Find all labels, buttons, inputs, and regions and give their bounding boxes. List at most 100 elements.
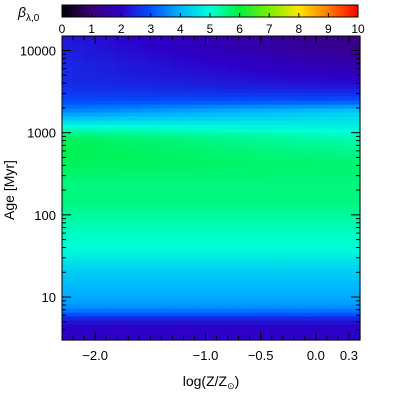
heatmap-cell: [106, 288, 118, 293]
heatmap-cell: [271, 212, 284, 217]
heatmap-cell: [337, 156, 350, 161]
heatmap-cell: [95, 144, 107, 149]
heatmap-cell: [106, 136, 118, 141]
heatmap-cell: [62, 44, 74, 49]
heatmap-cell: [84, 180, 96, 185]
heatmap-cell: [194, 48, 207, 53]
heatmap-cell: [139, 92, 151, 97]
heatmap-cell: [260, 88, 273, 93]
heatmap-cell: [62, 280, 74, 285]
heatmap-cell: [260, 120, 273, 125]
heatmap-cell: [348, 292, 361, 297]
heatmap-cell: [282, 116, 295, 121]
heatmap-cell: [282, 160, 295, 165]
heatmap-cell: [128, 240, 140, 245]
heatmap-cell: [95, 192, 107, 197]
heatmap-cell: [84, 296, 96, 301]
heatmap-cell: [260, 104, 273, 109]
heatmap-cell: [117, 96, 129, 101]
heatmap-cell: [348, 268, 361, 273]
heatmap-cell: [117, 232, 129, 237]
heatmap-cell: [271, 92, 284, 97]
heatmap-cell: [139, 324, 151, 329]
heatmap-cell: [150, 268, 162, 273]
heatmap-cell: [117, 264, 129, 269]
heatmap-cell: [271, 132, 284, 137]
heatmap-cell: [62, 64, 74, 69]
heatmap-cell: [260, 296, 273, 301]
heatmap-cell: [62, 312, 74, 317]
heatmap-cell: [172, 308, 185, 313]
heatmap-cell: [139, 160, 151, 165]
heatmap-cell: [172, 40, 185, 45]
heatmap-cell: [227, 252, 240, 257]
heatmap-cell: [348, 80, 361, 85]
heatmap-cell: [271, 188, 284, 193]
heatmap-cell: [183, 60, 196, 65]
heatmap-cell: [227, 292, 240, 297]
heatmap-cell: [150, 220, 162, 225]
heatmap-cell: [249, 80, 262, 85]
heatmap-cell: [161, 288, 173, 293]
heatmap-cell: [128, 292, 140, 297]
heatmap-cell: [326, 240, 339, 245]
heatmap-cell: [282, 156, 295, 161]
heatmap-cell: [337, 240, 350, 245]
heatmap-cell: [260, 284, 273, 289]
heatmap-cell: [73, 260, 85, 265]
heatmap-cell: [150, 312, 162, 317]
heatmap-cell: [172, 200, 185, 205]
heatmap-cell: [304, 248, 317, 253]
heatmap-cell: [249, 232, 262, 237]
heatmap-cell: [348, 64, 361, 69]
heatmap-cell: [161, 260, 173, 265]
heatmap-cell: [337, 324, 350, 329]
heatmap-cell: [117, 148, 129, 153]
heatmap-cell: [216, 84, 229, 89]
heatmap-cell: [337, 84, 350, 89]
heatmap-cell: [172, 268, 185, 273]
heatmap-cell: [95, 160, 107, 165]
heatmap-cell: [95, 40, 107, 45]
x-tick-label: −2.0: [82, 348, 108, 363]
heatmap-cell: [260, 300, 273, 305]
heatmap-cell: [183, 124, 196, 129]
heatmap-cell: [117, 180, 129, 185]
heatmap-cell: [227, 200, 240, 205]
colorbar-ticks: 0 1 2 3 4 5 6 7 8 9 10: [59, 13, 365, 36]
heatmap-cell: [304, 336, 317, 341]
heatmap-cell: [304, 292, 317, 297]
heatmap-cell: [73, 212, 85, 217]
heatmap-cell: [183, 64, 196, 69]
heatmap-cell: [216, 328, 229, 333]
heatmap-cell: [216, 64, 229, 69]
heatmap-cell: [216, 272, 229, 277]
heatmap-cell: [315, 252, 328, 257]
heatmap-cell: [238, 216, 251, 221]
heatmap-cell: [216, 304, 229, 309]
heatmap-cell: [326, 220, 339, 225]
heatmap-cell: [326, 124, 339, 129]
colorbar-tick-label: 6: [236, 22, 243, 36]
heatmap-cell: [260, 124, 273, 129]
heatmap-cell: [62, 308, 74, 313]
heatmap-cell: [106, 208, 118, 213]
heatmap-cell: [216, 100, 229, 105]
heatmap-cell: [172, 320, 185, 325]
heatmap-cell: [183, 72, 196, 77]
heatmap-cell: [95, 232, 107, 237]
heatmap-cell: [227, 88, 240, 93]
heatmap-cell: [194, 228, 207, 233]
heatmap-cell: [304, 48, 317, 53]
heatmap-cell: [183, 84, 196, 89]
heatmap-cell: [282, 228, 295, 233]
heatmap-cell: [337, 236, 350, 241]
heatmap-cell: [73, 240, 85, 245]
heatmap-cell: [293, 296, 306, 301]
heatmap-cell: [337, 220, 350, 225]
heatmap-cell: [304, 76, 317, 81]
heatmap-cell: [304, 332, 317, 337]
heatmap-cell: [205, 96, 218, 101]
heatmap-cell: [95, 284, 107, 289]
heatmap-cell: [238, 76, 251, 81]
